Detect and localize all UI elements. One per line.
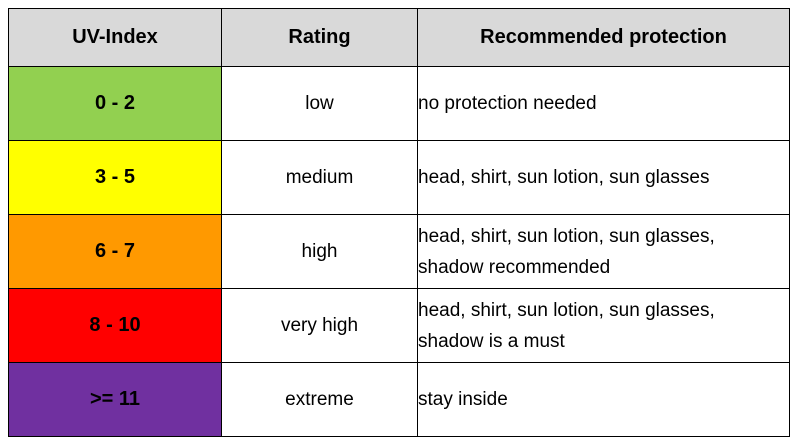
rating-cell: extreme bbox=[221, 362, 418, 437]
uv-range-cell: 8 - 10 bbox=[8, 288, 222, 363]
rating-cell: very high bbox=[221, 288, 418, 363]
rating-cell: low bbox=[221, 66, 418, 141]
protection-line: head, shirt, sun lotion, sun glasses, bbox=[418, 299, 715, 321]
protection-cell: head, shirt, sun lotion, sun glasses, sh… bbox=[417, 214, 790, 289]
header-recommended-protection: Recommended protection bbox=[417, 8, 790, 67]
header-row: UV-Index Rating Recommended protection bbox=[8, 8, 790, 67]
table-row: 3 - 5 medium head, shirt, sun lotion, su… bbox=[8, 140, 790, 215]
rating-cell: high bbox=[221, 214, 418, 289]
header-uv-index: UV-Index bbox=[8, 8, 222, 67]
uv-range-cell: 3 - 5 bbox=[8, 140, 222, 215]
protection-line: shadow recommended bbox=[418, 256, 611, 278]
protection-cell: stay inside bbox=[417, 362, 790, 437]
uv-range-cell: >= 11 bbox=[8, 362, 222, 437]
uv-range-cell: 6 - 7 bbox=[8, 214, 222, 289]
protection-cell: head, shirt, sun lotion, sun glasses bbox=[417, 140, 790, 215]
table-row: >= 11 extreme stay inside bbox=[8, 362, 790, 437]
protection-line: stay inside bbox=[418, 389, 508, 410]
protection-line: no protection needed bbox=[418, 93, 597, 114]
header-rating: Rating bbox=[221, 8, 418, 67]
protection-line: shadow is a must bbox=[418, 330, 565, 352]
protection-line: head, shirt, sun lotion, sun glasses bbox=[418, 167, 710, 188]
table-row: 8 - 10 very high head, shirt, sun lotion… bbox=[8, 288, 790, 363]
table-row: 0 - 2 low no protection needed bbox=[8, 66, 790, 141]
rating-cell: medium bbox=[221, 140, 418, 215]
protection-line: head, shirt, sun lotion, sun glasses, bbox=[418, 225, 715, 247]
uv-index-table: UV-Index Rating Recommended protection 0… bbox=[8, 8, 790, 437]
protection-cell: head, shirt, sun lotion, sun glasses, sh… bbox=[417, 288, 790, 363]
protection-cell: no protection needed bbox=[417, 66, 790, 141]
uv-range-cell: 0 - 2 bbox=[8, 66, 222, 141]
table-row: 6 - 7 high head, shirt, sun lotion, sun … bbox=[8, 214, 790, 289]
